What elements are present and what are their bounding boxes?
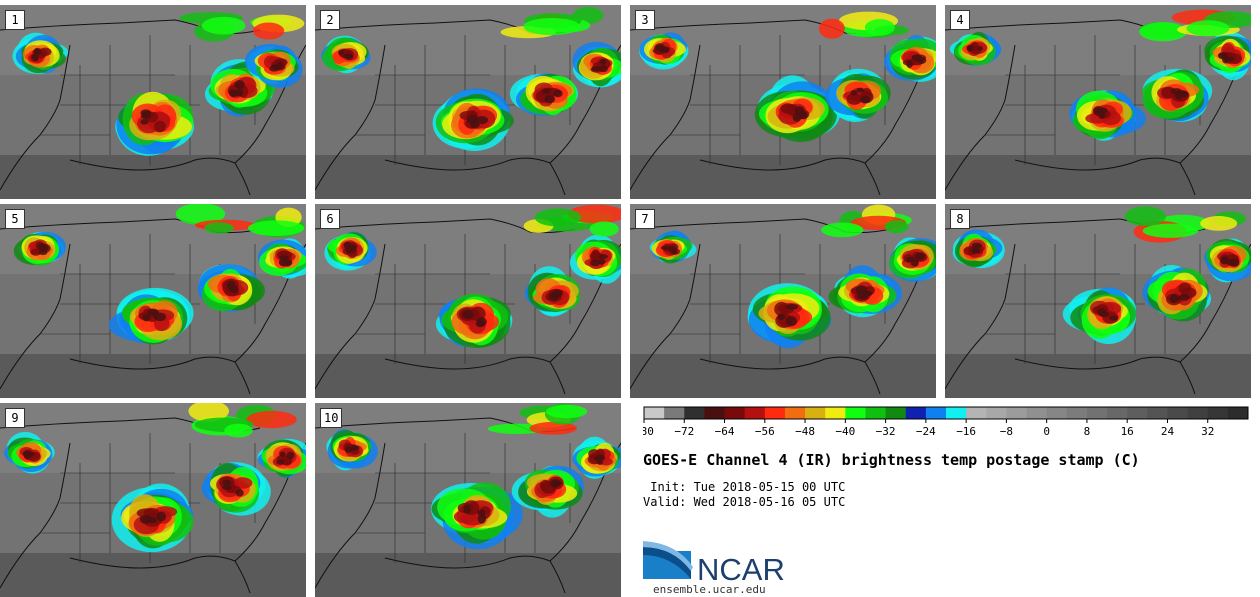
colorbar-segment [1026, 407, 1048, 419]
ncar-logo: NCAR [643, 541, 785, 583]
colorbar-segment [1187, 407, 1209, 419]
colorbar-tick-label: −24 [916, 425, 936, 438]
colorbar-segment [905, 407, 927, 419]
init-time: Init: Tue 2018-05-15 00 UTC [643, 480, 846, 494]
colorbar-segment [744, 407, 766, 419]
forecast-panel: 5 [0, 204, 306, 398]
colorbar-segment [845, 407, 866, 419]
satellite-map [315, 403, 621, 597]
forecast-panel: 1 [0, 5, 306, 199]
colorbar-segment [1086, 407, 1108, 419]
colorbar-tick-label: −8 [1000, 425, 1013, 438]
colorbar-segment [1227, 407, 1249, 419]
colorbar-segment [724, 407, 746, 419]
satellite-map [0, 5, 306, 199]
colorbar-segment [684, 407, 705, 419]
forecast-panel: 4 [945, 5, 1251, 199]
website-url: ensemble.ucar.edu [653, 583, 766, 596]
colorbar-segment [1046, 407, 1068, 419]
satellite-map [0, 403, 306, 597]
panel-number: 10 [320, 408, 343, 428]
colorbar-tick-label: −32 [876, 425, 896, 438]
colorbar-segment [664, 407, 685, 419]
colorbar-segment [1066, 407, 1088, 419]
forecast-panel: 10 [315, 403, 621, 597]
panel-number: 4 [950, 10, 970, 30]
colorbar-tick-label: 32 [1201, 425, 1214, 438]
colorbar-tick-label: −48 [795, 425, 815, 438]
forecast-panel: 9 [0, 403, 306, 597]
colorbar-tick-label: 8 [1084, 425, 1091, 438]
logo-text: NCAR [697, 552, 785, 583]
satellite-map [630, 5, 936, 199]
colorbar-tick-label: −64 [715, 425, 735, 438]
colorbar-segment [784, 407, 806, 419]
forecast-panel: 3 [630, 5, 936, 199]
colorbar-segment [764, 407, 786, 419]
forecast-panel: 2 [315, 5, 621, 199]
colorbar-segment [966, 407, 987, 419]
colorbar-tick-label: −72 [674, 425, 694, 438]
forecast-panel: 6 [315, 204, 621, 398]
colorbar-frame [643, 406, 1249, 420]
panel-number: 5 [5, 209, 25, 229]
panel-number: 2 [320, 10, 340, 30]
colorbar-tick-label: −80 [643, 425, 654, 438]
colorbar-segment [805, 407, 826, 419]
forecast-panel: 8 [945, 204, 1251, 398]
panel-number: 6 [320, 209, 340, 229]
colorbar-segment [925, 407, 947, 419]
colorbar-tick-label: 0 [1043, 425, 1050, 438]
satellite-map [630, 204, 936, 398]
colorbar-segment [1207, 407, 1229, 419]
satellite-map [315, 204, 621, 398]
panel-number: 3 [635, 10, 655, 30]
colorbar-tick-label: −56 [755, 425, 775, 438]
colorbar-segment [704, 407, 726, 419]
colorbar-tick-label: −40 [835, 425, 855, 438]
colorbar-segment [1006, 407, 1028, 419]
satellite-map [315, 5, 621, 199]
colorbar-tick-label: 24 [1161, 425, 1175, 438]
colorbar-segment [885, 407, 907, 419]
colorbar-segment [1167, 407, 1189, 419]
valid-time: Valid: Wed 2018-05-16 05 UTC [643, 495, 846, 509]
colorbar-segment [986, 407, 1007, 419]
colorbar-tick-label: −16 [956, 425, 976, 438]
colorbar-segment [1127, 407, 1148, 419]
colorbar-segment [1107, 407, 1128, 419]
colorbar-segment [1147, 407, 1168, 419]
panel-number: 1 [5, 10, 25, 30]
colorbar-segment [644, 407, 665, 419]
colorbar-tick-label: 16 [1121, 425, 1134, 438]
satellite-map [945, 5, 1251, 199]
satellite-map [945, 204, 1251, 398]
colorbar-segment [865, 407, 887, 419]
chart-title: GOES-E Channel 4 (IR) brightness temp po… [643, 451, 1140, 469]
colorbar-segment [946, 407, 967, 419]
satellite-map [0, 204, 306, 398]
forecast-panel: 7 [630, 204, 936, 398]
colorbar-segment [825, 407, 846, 419]
panel-number: 8 [950, 209, 970, 229]
panel-number: 9 [5, 408, 25, 428]
panel-number: 7 [635, 209, 655, 229]
